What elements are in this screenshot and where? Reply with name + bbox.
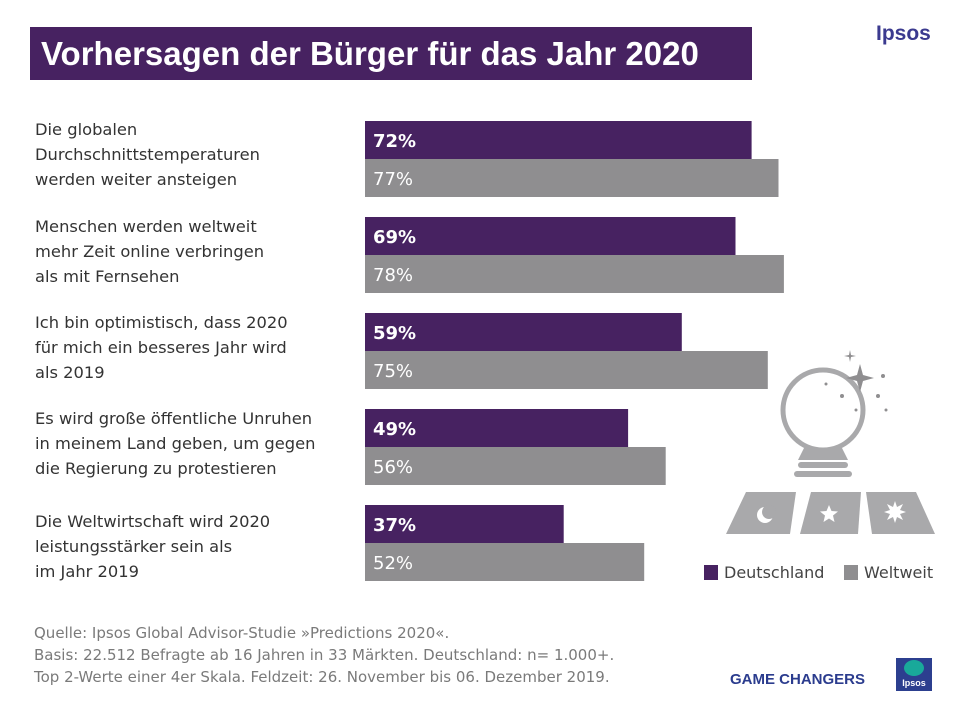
bar-label-deutschland-4: 49% [373, 419, 416, 440]
legend-world-label: Weltweit [864, 563, 934, 582]
bar-weltweit-1 [365, 159, 779, 197]
bar-weltweit-3 [365, 351, 768, 389]
bar-label-deutschland-3: 59% [373, 323, 416, 344]
game-changers-tagline: GAME CHANGERS [730, 671, 866, 688]
logo-text: Ipsos [902, 678, 926, 688]
bar-label-deutschland-2: 69% [373, 227, 416, 248]
bar-deutschland-3 [365, 313, 682, 351]
bar-label-weltweit-1: 77% [373, 169, 413, 190]
bar-label-deutschland-5: 37% [373, 515, 416, 536]
bar-deutschland-1 [365, 121, 752, 159]
bar-deutschland-2 [365, 217, 736, 255]
bar-deutschland-5 [365, 505, 564, 543]
legend-germany-label: Deutschland [724, 563, 825, 582]
bar-weltweit-4 [365, 447, 666, 485]
question-label-1: Die globalen Durchschnittstemperaturen w… [35, 120, 260, 189]
ipsos-brand-text: Ipsos [876, 22, 931, 45]
bar-label-deutschland-1: 72% [373, 131, 416, 152]
source-note: Quelle: Ipsos Global Advisor-Studie »Pre… [34, 622, 734, 688]
ipsos-logo: Ipsos [896, 658, 932, 691]
bar-deutschland-4 [365, 409, 629, 447]
bar-label-weltweit-5: 52% [373, 553, 413, 574]
question-label-3: Ich bin optimistisch, dass 2020 für mich… [35, 313, 288, 382]
question-label-4: Es wird große öffentliche Unruhen in mei… [35, 409, 316, 478]
bar-label-weltweit-4: 56% [373, 457, 413, 478]
source-line-1: Quelle: Ipsos Global Advisor-Studie »Pre… [34, 624, 450, 642]
legend-world-swatch [844, 565, 858, 580]
crystal-ball-icon [726, 350, 935, 534]
legend-germany-swatch [704, 565, 718, 580]
bar-label-weltweit-2: 78% [373, 265, 413, 286]
question-label-5: Die Weltwirtschaft wird 2020 leistungsst… [35, 512, 271, 581]
source-line-2: Basis: 22.512 Befragte ab 16 Jahren in 3… [34, 646, 615, 664]
bar-weltweit-5 [365, 543, 645, 581]
logo-arc-icon [904, 660, 924, 676]
source-line-3: Top 2-Werte einer 4er Skala. Feldzeit: 2… [34, 668, 610, 686]
question-label-2: Menschen werden weltweit mehr Zeit onlin… [35, 217, 265, 286]
chart-title: Vorhersagen der Bürger für das Jahr 2020 [30, 27, 752, 80]
bar-weltweit-2 [365, 255, 784, 293]
bar-label-weltweit-3: 75% [373, 361, 413, 382]
